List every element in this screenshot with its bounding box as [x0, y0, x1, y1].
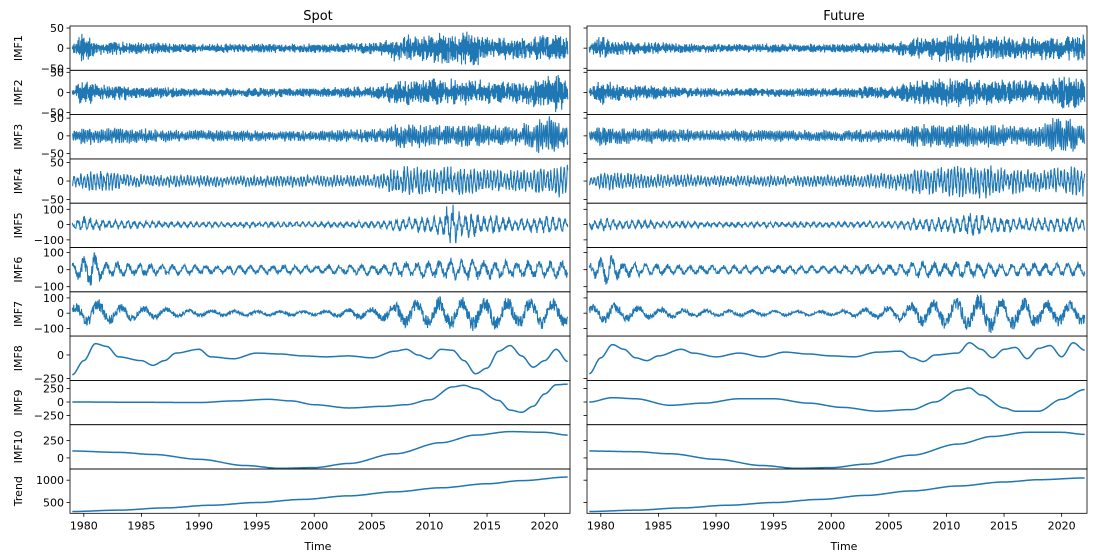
future-imf9-axes-frame	[586, 379, 1088, 426]
future-xtick-label: 2010	[932, 519, 960, 532]
trend-y-axis-label: Trend	[12, 476, 25, 507]
spot-xtick-label: 2000	[300, 519, 328, 532]
spot-imf4-ytick-label: 0	[57, 175, 64, 188]
spot-imf2-ytick-label: 50	[50, 66, 64, 79]
spot-imf5-series-line	[71, 204, 569, 244]
future-imf3-series-line	[588, 117, 1086, 152]
future-imf5-series-line	[588, 213, 1086, 236]
imf3-y-axis-label: IMF3	[12, 124, 25, 150]
spot-imf10-series-line	[72, 430, 568, 470]
spot-imf4-series-line	[71, 164, 569, 198]
spot-imf3-ytick-label: −50	[41, 148, 64, 161]
spot-imf2-series-line	[71, 74, 569, 113]
spot-imf6-series-line	[71, 251, 569, 286]
future-xtick-label: 1995	[760, 519, 788, 532]
spot-xtick-label: 1990	[185, 519, 213, 532]
spot-imf8-ytick-label: 0	[57, 349, 64, 362]
imf7-y-axis-label: IMF7	[12, 301, 25, 327]
future-imf7-series-line	[588, 294, 1086, 333]
imf9-y-axis-label: IMF9	[12, 390, 25, 416]
spot-imf1-ytick-label: 0	[57, 42, 64, 55]
spot-column-title: Spot	[303, 9, 333, 24]
imf6-y-axis-label: IMF6	[12, 257, 25, 283]
spot-imf9-ytick-label: −250	[34, 410, 64, 423]
imf8-y-axis-label: IMF8	[12, 345, 25, 371]
future-imf10-axes-frame	[586, 424, 1088, 470]
future-xtick-label: 2005	[875, 519, 903, 532]
spot-imf7-series-line	[71, 295, 569, 332]
future-xtick-label: 2000	[817, 519, 845, 532]
spot-trend-series-line	[72, 476, 568, 513]
spot-xtick-label: 2020	[531, 519, 559, 532]
future-imf8-series-line	[589, 341, 1085, 375]
panels-group: −50 0 50 IMF1 −50 0 50 IMF2 −50 0 50 IMF3 −50 0 50 IMF4…	[12, 22, 1088, 532]
future-xtick-label: 1985	[644, 519, 672, 532]
spot-xtick-label: 1985	[127, 519, 155, 532]
spot-imf4-ytick-label: 50	[50, 157, 64, 170]
future-x-axis-label: Time	[830, 540, 858, 553]
imf1-y-axis-label: IMF1	[12, 35, 25, 61]
spot-trend-ytick-label: 1000	[36, 474, 64, 487]
future-trend-series-line	[589, 477, 1085, 513]
future-imf2-series-line	[588, 76, 1086, 109]
spot-imf2-ytick-label: −50	[41, 107, 64, 120]
spot-imf10-ytick-label: 250	[43, 435, 64, 448]
imf5-y-axis-label: IMF5	[12, 212, 25, 238]
spot-imf7-ytick-label: −100	[34, 322, 64, 335]
imf4-y-axis-label: IMF4	[12, 168, 25, 194]
future-trend-axes-frame	[586, 468, 1088, 514]
spot-imf8-ytick-label: −250	[34, 373, 64, 386]
spot-imf3-series-line	[72, 116, 569, 154]
spot-imf9-ytick-label: 250	[43, 383, 64, 396]
spot-x-axis-label: Time	[304, 540, 332, 553]
future-imf4-series-line	[588, 165, 1086, 199]
future-imf6-series-line	[588, 255, 1086, 285]
spot-imf1-ytick-label: 50	[50, 22, 64, 35]
spot-imf2-ytick-label: 0	[57, 86, 64, 99]
spot-xtick-label: 2010	[415, 519, 443, 532]
spot-imf5-ytick-label: 100	[43, 203, 64, 216]
spot-imf3-ytick-label: 50	[50, 112, 64, 125]
spot-imf1-ytick-label: −50	[41, 62, 64, 75]
future-xtick-label: 1990	[702, 519, 730, 532]
imf2-y-axis-label: IMF2	[12, 79, 25, 105]
spot-xtick-label: 1995	[243, 519, 271, 532]
future-imf10-series-line	[589, 431, 1085, 470]
future-imf1-series-line	[588, 33, 1086, 63]
spot-trend-axes-frame	[69, 468, 571, 514]
spot-imf8-series-line	[72, 342, 568, 376]
spot-imf3-ytick-label: 0	[57, 130, 64, 143]
future-xtick-label: 2015	[990, 519, 1018, 532]
spot-imf6-ytick-label: 0	[57, 264, 64, 277]
spot-imf1-series-line	[71, 31, 569, 66]
spot-xtick-label: 2005	[358, 519, 386, 532]
spot-xtick-label: 2015	[473, 519, 501, 532]
future-imf8-axes-frame	[586, 335, 1088, 381]
future-imf9-series-line	[589, 387, 1085, 412]
spot-trend-ytick-label: 500	[43, 497, 64, 510]
imf10-y-axis-label: IMF10	[12, 430, 25, 463]
spot-imf5-ytick-label: −100	[34, 234, 64, 247]
spot-imf6-ytick-label: 100	[43, 247, 64, 260]
spot-imf10-axes-frame	[69, 424, 571, 470]
spot-imf5-ytick-label: 0	[57, 219, 64, 232]
spot-imf7-ytick-label: 0	[57, 307, 64, 320]
future-xtick-label: 1980	[587, 519, 615, 532]
spot-xtick-label: 1980	[70, 519, 98, 532]
spot-imf4-ytick-label: −50	[41, 194, 64, 207]
spot-imf9-series-line	[72, 383, 568, 414]
spot-imf8-axes-frame	[69, 335, 571, 381]
spot-imf10-ytick-label: 0	[57, 452, 64, 465]
future-xtick-label: 2020	[1048, 519, 1076, 532]
spot-imf9-ytick-label: 0	[57, 396, 64, 409]
future-column-title: Future	[823, 9, 864, 24]
spot-imf7-ytick-label: 100	[43, 292, 64, 305]
spot-imf6-ytick-label: −100	[34, 281, 64, 294]
